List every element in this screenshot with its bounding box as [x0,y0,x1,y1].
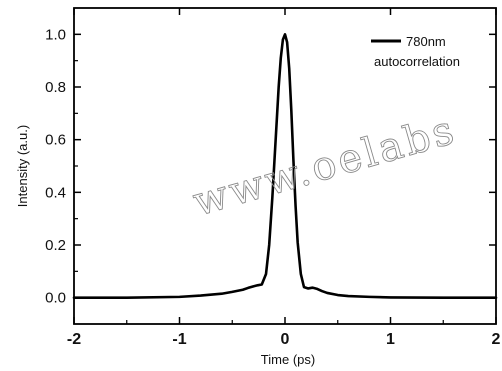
y-tick-label: 0.6 [45,132,66,149]
x-tick-label: -2 [67,331,81,348]
y-tick-label: 0.8 [45,79,66,96]
x-axis: -2 -1 0 1 2 [67,8,501,348]
y-tick-label: 0.0 [45,290,66,307]
x-tick-label: 0 [281,331,290,348]
y-tick-label: 1.0 [45,26,66,43]
x-tick-label: 1 [386,331,395,348]
legend-label-line1: 780nm [406,34,446,49]
y-axis-label: Intensity (a.u.) [15,125,30,207]
x-axis-label: Time (ps) [261,352,315,367]
y-tick-label: 0.2 [45,237,66,254]
legend-label-line2: autocorrelation [374,54,460,69]
x-tick-label: 2 [492,331,501,348]
y-tick-label: 0.4 [45,184,66,201]
x-tick-label: -1 [172,331,186,348]
series-layer [72,33,498,299]
watermark: www.oelabs [188,107,461,226]
legend: 780nm autocorrelation [371,34,460,69]
series-line [72,33,498,299]
y-axis: 0.0 0.2 0.4 0.6 0.8 1.0 [45,26,496,307]
